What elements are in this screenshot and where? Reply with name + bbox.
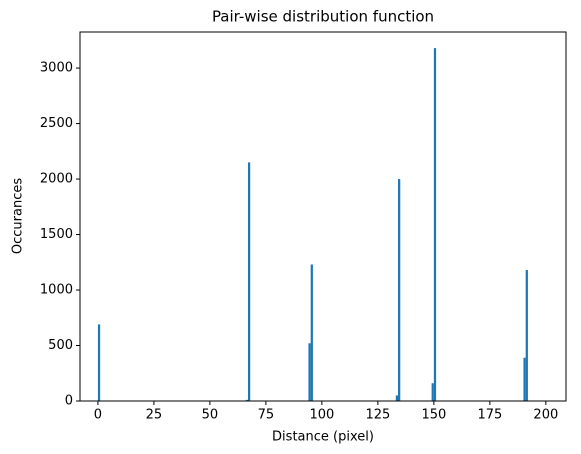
plot-frame [79,31,567,402]
x-axis-label: Distance (pixel) [272,430,374,445]
bar [247,162,251,401]
y-tick-label: 2000 [40,172,73,187]
y-tick-label: 500 [48,338,73,353]
y-tick-label: 1000 [40,283,73,298]
x-tick-label: 200 [533,408,558,423]
bar [431,383,434,401]
x-tick-label: 75 [258,408,275,423]
chart-title: Pair-wise distribution function [212,8,434,26]
x-tick-label: 125 [365,408,390,423]
x-tick-label: 175 [477,408,502,423]
bar [308,343,311,401]
y-tick-label: 3000 [40,61,73,76]
bar [395,395,399,401]
x-tick-label: 0 [94,408,102,423]
x-tick-label: 100 [309,408,334,423]
y-tick-label: 0 [65,394,73,409]
bar [525,270,528,401]
y-tick-label: 2500 [40,116,73,131]
bar [433,48,437,401]
bar [310,264,313,401]
bar [97,324,101,401]
x-tick-label: 50 [202,408,219,423]
bar [523,357,526,401]
x-tick-label: 25 [146,408,163,423]
bar [245,399,248,401]
y-tick-label: 1500 [40,227,73,242]
x-tick-label: 150 [421,408,446,423]
bar [398,179,401,401]
y-axis-label: Occurances [11,178,26,254]
